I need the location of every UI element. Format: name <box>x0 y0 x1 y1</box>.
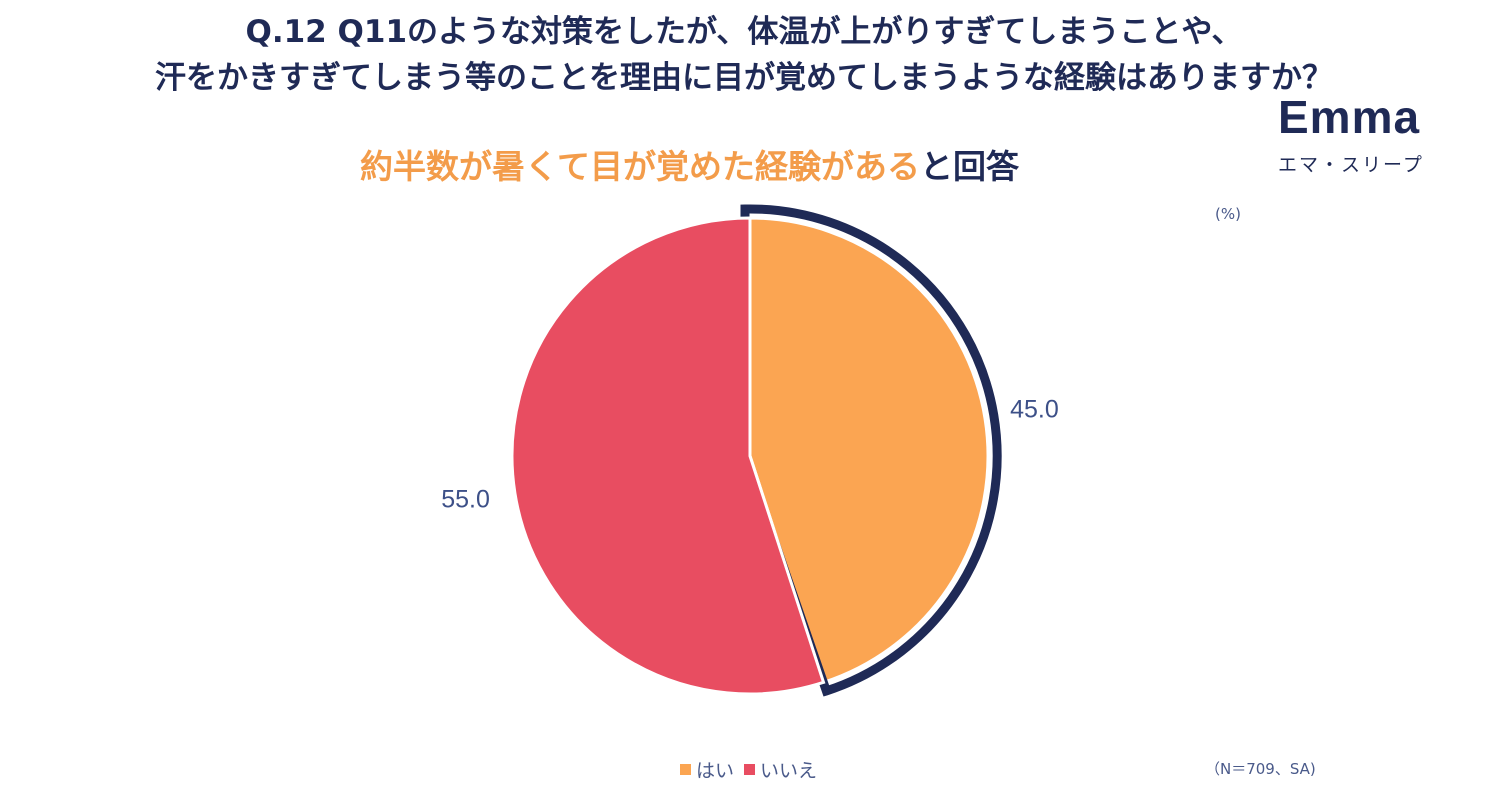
legend-item-no: いいえ <box>744 756 817 783</box>
subtitle-rest: と回答 <box>920 147 1020 186</box>
question-title-line2: 汗をかきすぎてしまう等のことを理由に目が覚めてしまうような経験はありますか？ <box>155 60 1333 96</box>
legend-swatch-yes <box>680 764 691 775</box>
legend-label-yes: はい <box>696 760 735 782</box>
data-label-no: 55.0 <box>441 486 490 514</box>
question-title-line1: Q.12 Q11のような対策をしたが、体温が上がりすぎてしまうことや、 <box>245 14 1243 50</box>
emma-logo-subtext: エマ・スリープ <box>1278 154 1424 176</box>
chart-subtitle: 約半数が暑くて目が覚めた経験があると回答 <box>360 140 1019 188</box>
data-label-yes: 45.0 <box>1010 396 1059 424</box>
emma-logo: Emma <box>1278 91 1421 143</box>
legend-item-yes: はい <box>680 756 734 783</box>
highlight-outline <box>740 204 1002 697</box>
unit-label: (%) <box>1215 205 1241 223</box>
chart-legend: はい いいえ <box>680 756 827 783</box>
sample-note: （N＝709、SA) <box>1205 760 1316 778</box>
subtitle-highlight: 約半数が暑くて目が覚めた経験がある <box>360 147 921 186</box>
legend-label-no: いいえ <box>760 760 818 782</box>
pie-slice-yes <box>748 216 990 685</box>
pie-slice-no <box>510 216 826 696</box>
legend-swatch-no <box>744 764 756 775</box>
